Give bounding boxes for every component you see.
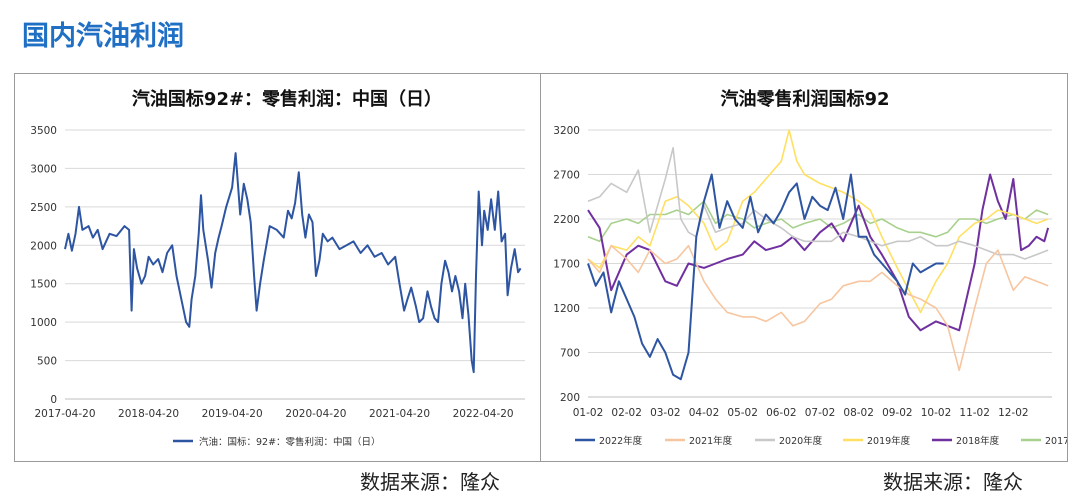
source-note-left: 数据来源：隆众 [360,470,500,494]
legend-label: 2019年度 [867,435,911,447]
legend-label: 2020年度 [779,435,823,447]
y-tick-label: 1000 [30,317,57,329]
x-tick-label: 03-02 [650,407,681,419]
y-tick-label: 200 [560,392,580,404]
y-tick-label: 2000 [30,240,57,252]
x-tick-label: 09-02 [882,407,913,419]
series-line-2022年度 [587,173,944,381]
source-note-right: 数据来源：隆众 [883,470,1023,494]
legend-label: 2018年度 [956,435,1000,447]
x-tick-label: 11-02 [959,407,990,419]
x-tick-label: 04-02 [689,407,720,419]
x-tick-label: 2021-04-20 [369,408,430,420]
series-line-2017年度 [587,200,1049,243]
series-line-2021年度 [587,244,1049,372]
series-line-2019年度 [587,129,1049,314]
y-tick-label: 1500 [30,279,57,291]
legend-label: 2021年度 [689,435,733,447]
y-tick-label: 500 [37,356,57,368]
x-tick-label: 2017-04-20 [34,408,95,420]
x-tick-label: 2019-04-20 [202,408,263,420]
y-tick-label: 1200 [553,303,580,315]
y-tick-label: 700 [560,348,580,360]
y-tick-label: 1700 [553,259,580,271]
y-tick-label: 2200 [553,214,580,226]
series-line-2020年度 [587,147,1049,260]
x-tick-label: 05-02 [727,407,758,419]
left-chart-title: 汽油国标92#：零售利润：中国（日） [132,88,442,110]
x-tick-label: 07-02 [805,407,836,419]
legend-label: 2022年度 [599,435,643,447]
x-tick-label: 01-02 [573,407,604,419]
x-tick-label: 2022-04-20 [453,408,514,420]
x-tick-label: 02-02 [611,407,642,419]
right-chart-panel: 汽油零售利润国标92 200 700 1200 1700 2200 2700 3200 01-… [540,73,1068,462]
legend-label: 汽油：国标：92#：零售利润：中国（日） [199,436,381,448]
y-tick-label: 2700 [553,170,580,182]
page-title: 国内汽油利润 [22,21,184,52]
series-line [64,152,522,374]
legend-label: 2017年度 [1045,435,1067,447]
left-chart-panel: 汽油国标92#：零售利润：中国（日） 0 500 1000 1500 2000 2500 3… [14,73,541,462]
y-tick-label: 3200 [553,125,580,137]
x-tick-label: 10-02 [921,407,952,419]
left-chart-svg: 汽油国标92#：零售利润：中国（日） 0 500 1000 1500 2000 2500 3… [30,88,525,448]
y-tick-label: 3000 [30,163,57,175]
right-chart-svg: 汽油零售利润国标92 200 700 1200 1700 2200 2700 3200 01-… [553,88,1067,447]
series-line-2018年度 [587,173,1050,332]
right-chart-title: 汽油零售利润国标92 [720,88,889,110]
y-tick-label: 0 [50,394,57,406]
x-tick-label: 2020-04-20 [285,408,346,420]
x-tick-label: 2018-04-20 [118,408,179,420]
x-tick-label: 08-02 [843,407,874,419]
y-tick-label: 3500 [30,125,57,137]
y-tick-label: 2500 [30,202,57,214]
x-tick-label: 06-02 [766,407,797,419]
x-tick-label: 12-02 [998,407,1029,419]
